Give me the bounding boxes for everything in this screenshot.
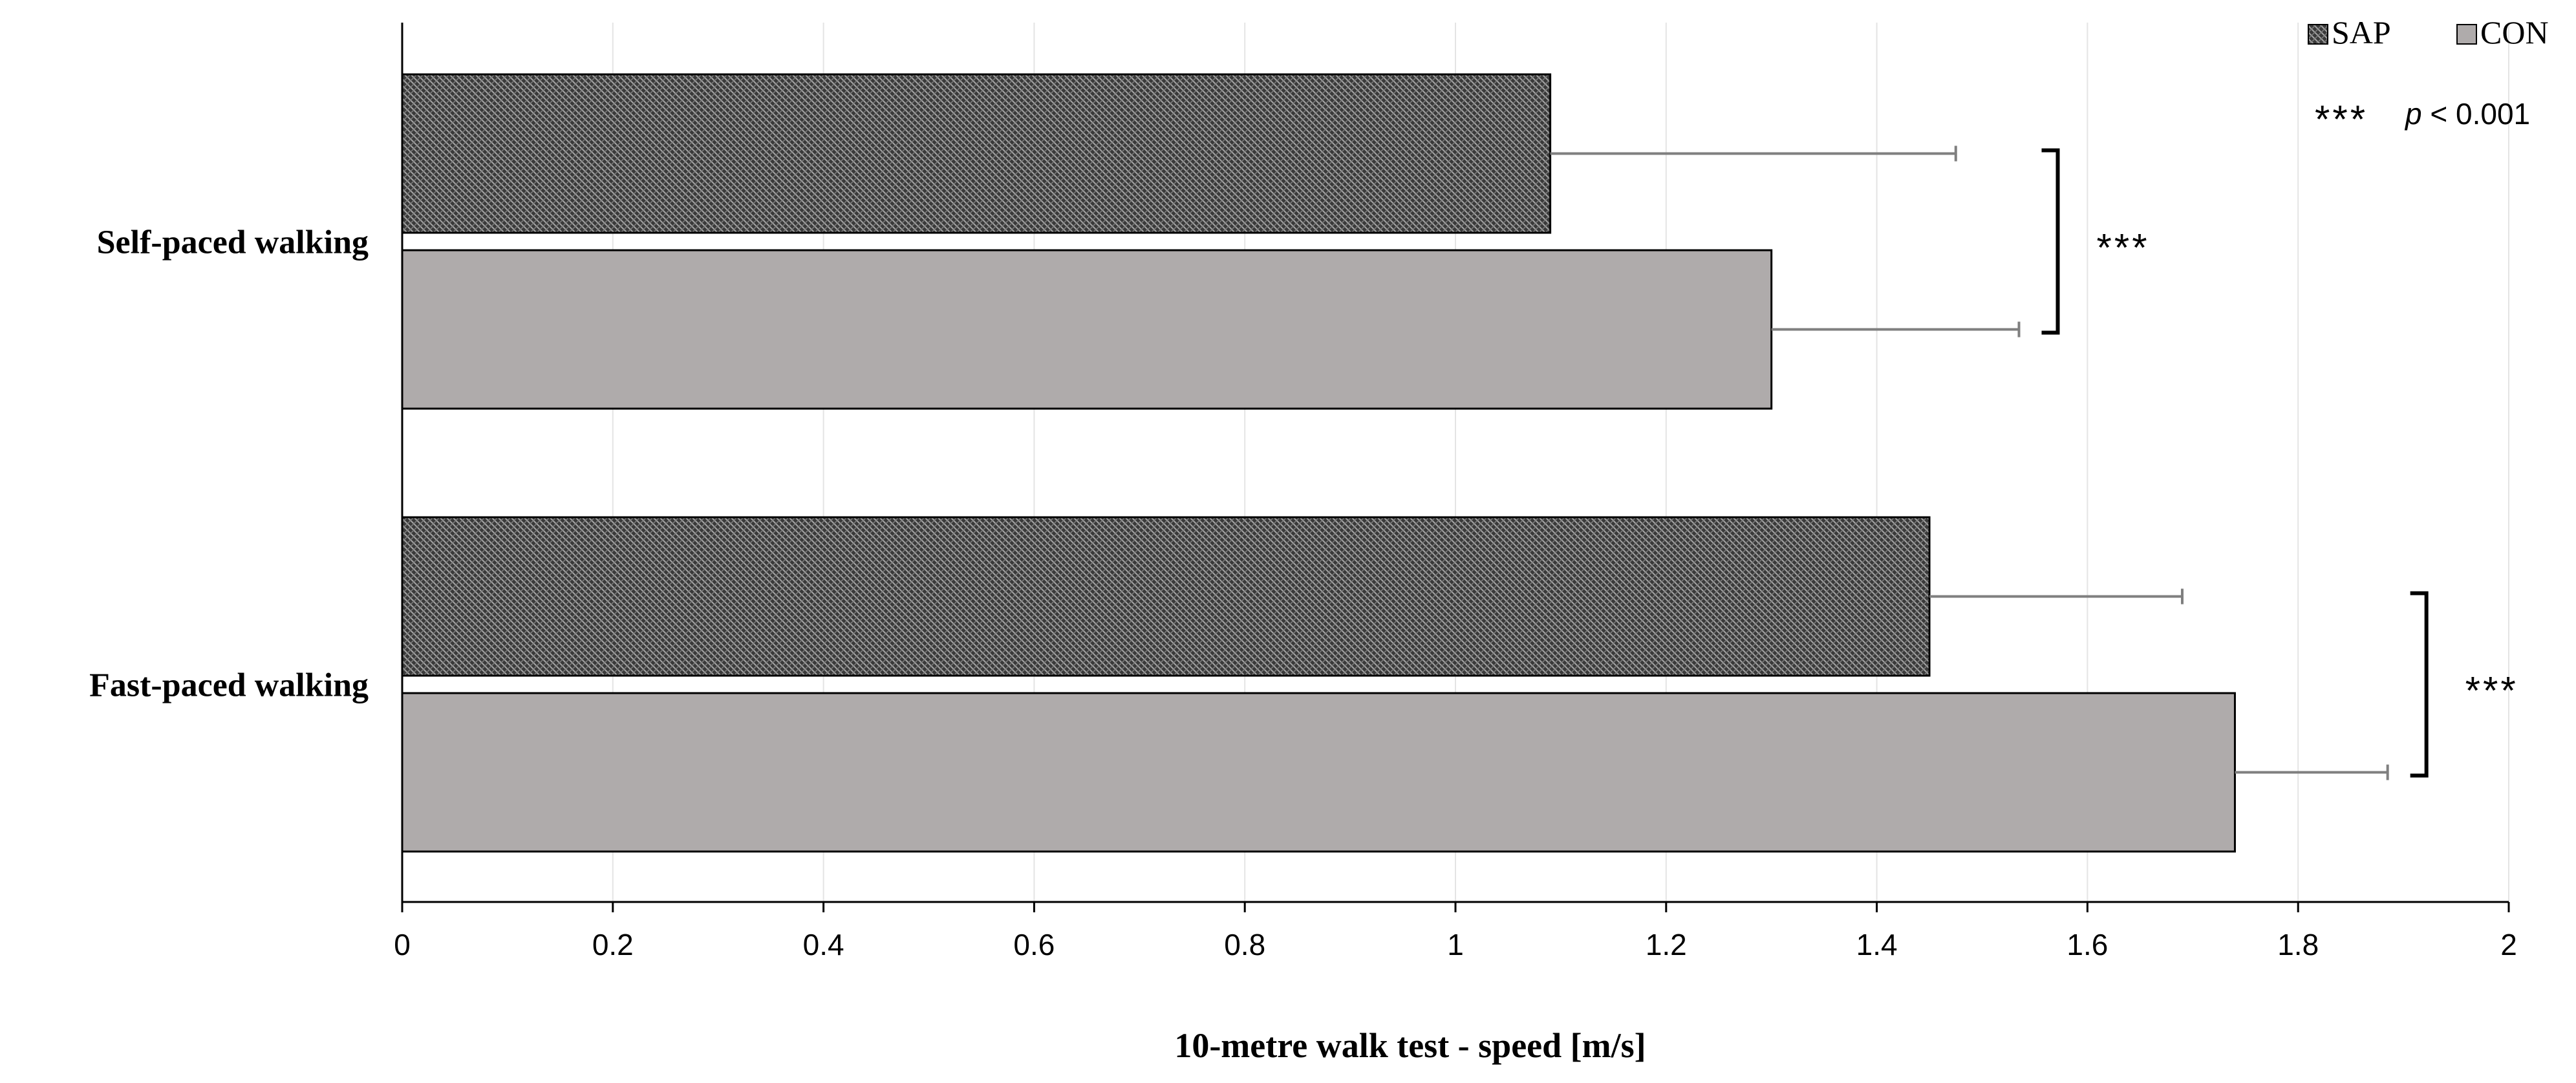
x-tick-label-0: 0 bbox=[394, 928, 411, 961]
x-tick-label-1: 0.2 bbox=[592, 928, 634, 961]
bars-group bbox=[401, 73, 2236, 853]
significance-note: *** p < 0.001 bbox=[2315, 97, 2530, 141]
note-stars: *** bbox=[2315, 98, 2368, 141]
legend-label-con: CON bbox=[2480, 14, 2549, 50]
category-label-1: Fast-paced walking bbox=[89, 667, 369, 704]
note-threshold: < 0.001 bbox=[2422, 97, 2531, 131]
x-tick-label-10: 2 bbox=[2500, 928, 2517, 961]
note-p-value: p < 0.001 bbox=[2404, 97, 2530, 131]
bar-con-1 bbox=[401, 692, 2236, 853]
category-label-0: Self-paced walking bbox=[97, 224, 369, 261]
x-tick-label-4: 0.8 bbox=[1224, 928, 1265, 961]
x-tick-label-6: 1.2 bbox=[1646, 928, 1687, 961]
significance-stars-1: *** bbox=[2465, 669, 2518, 713]
significance-bracket-1 bbox=[2410, 591, 2429, 778]
legend-swatch-sap bbox=[2308, 24, 2328, 45]
x-axis-ticks: 0 0.2 0.4 0.6 0.8 1 1.2 1.4 1.6 1.8 2 bbox=[394, 902, 2517, 961]
category-labels: Self-paced walking Fast-paced walking bbox=[89, 224, 369, 704]
x-tick-label-5: 1 bbox=[1447, 928, 1464, 961]
legend-label-sap: SAP bbox=[2332, 14, 2391, 50]
note-p-symbol: p bbox=[2404, 97, 2422, 131]
significance-stars-0: *** bbox=[2097, 226, 2150, 270]
x-tick-label-8: 1.6 bbox=[2066, 928, 2108, 961]
bar-sap-0 bbox=[401, 73, 1552, 234]
x-tick-label-3: 0.6 bbox=[1013, 928, 1055, 961]
significance-brackets: *** *** bbox=[2041, 148, 2518, 778]
bar-con-0 bbox=[401, 249, 1773, 410]
significance-bracket-0 bbox=[2041, 148, 2060, 335]
legend-swatch-con bbox=[2456, 24, 2477, 45]
x-axis-title: 10-metre walk test - speed [m/s] bbox=[1174, 1026, 1646, 1065]
bar-sap-1 bbox=[401, 516, 1931, 677]
x-tick-label-7: 1.4 bbox=[1856, 928, 1898, 961]
legend[interactable]: SAP CON bbox=[2308, 14, 2549, 50]
x-tick-label-9: 1.8 bbox=[2277, 928, 2319, 961]
error-bars-group bbox=[1550, 145, 2389, 780]
x-tick-label-2: 0.4 bbox=[803, 928, 844, 961]
